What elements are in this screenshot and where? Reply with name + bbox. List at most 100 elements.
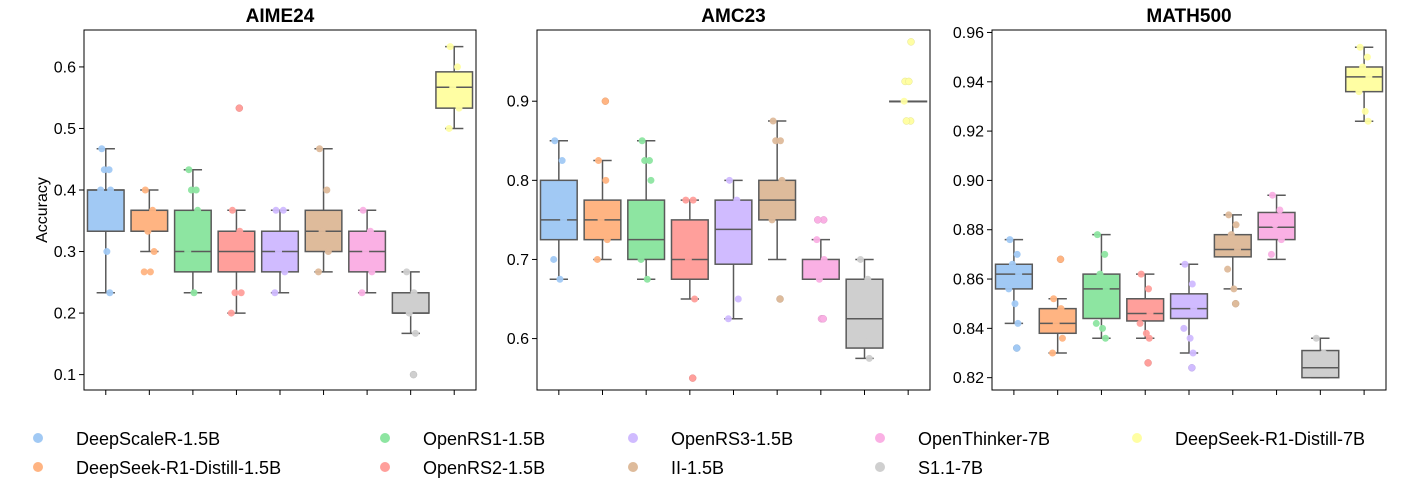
data-point	[1224, 265, 1232, 273]
data-point	[1057, 305, 1065, 313]
legend-item: OpenRS3-1.5B	[628, 429, 793, 449]
data-point	[1189, 349, 1197, 357]
data-point	[358, 289, 366, 297]
box-deepseek-r1-distill-1-5b	[130, 186, 169, 276]
outlier-point	[819, 315, 828, 323]
box-deepscaler-1-5b	[539, 137, 578, 283]
box-s1-1-7b	[845, 255, 884, 362]
data-point	[1361, 107, 1369, 115]
data-point	[98, 145, 106, 153]
data-point	[1099, 324, 1107, 332]
data-point	[641, 157, 649, 165]
box-deepseek-r1-distill-1-5b	[583, 97, 622, 263]
data-point	[1232, 221, 1240, 229]
legend-marker	[33, 433, 43, 443]
box-body	[1082, 273, 1121, 320]
legend-label: DeepSeek-R1-Distill-1.5B	[76, 458, 281, 478]
box-deepscaler-1-5b	[86, 145, 125, 297]
data-point	[724, 315, 732, 323]
data-point	[865, 354, 873, 362]
outlier-point	[814, 216, 822, 224]
data-point	[864, 275, 872, 283]
data-point	[279, 206, 287, 214]
data-point	[813, 236, 821, 244]
data-point	[1180, 324, 1188, 332]
data-point	[1052, 319, 1060, 327]
plot-frame	[536, 29, 931, 391]
y-axis-label: Accuracy	[34, 177, 51, 243]
data-point	[150, 248, 158, 256]
box-openrs3-1-5b	[260, 206, 300, 297]
data-point	[550, 255, 558, 263]
data-point	[236, 227, 244, 235]
plot-frame	[991, 29, 1387, 391]
box-openrs1-1-5b	[1082, 231, 1121, 342]
y-tick-label: 0.6	[507, 331, 529, 348]
legend-label: OpenRS3-1.5B	[671, 429, 793, 449]
data-point	[1011, 300, 1019, 308]
data-point	[558, 157, 566, 165]
data-point	[1181, 260, 1189, 268]
data-point	[107, 186, 115, 194]
data-point	[682, 196, 690, 204]
data-point	[1188, 280, 1196, 288]
data-point	[449, 83, 457, 91]
data-point	[859, 335, 867, 343]
legend-label: OpenRS2-1.5B	[423, 458, 545, 478]
data-point	[602, 176, 610, 184]
outlier-point	[1056, 255, 1065, 264]
data-point	[1359, 63, 1367, 71]
data-point	[1136, 319, 1144, 327]
data-point	[411, 329, 419, 337]
data-point	[1277, 236, 1285, 244]
y-tick-label: 0.2	[54, 306, 76, 323]
legend-marker	[628, 462, 638, 472]
data-point	[603, 236, 611, 244]
data-point	[194, 206, 202, 214]
data-point	[1096, 270, 1104, 278]
data-point	[275, 248, 283, 256]
y-tick-label: 0.1	[54, 367, 76, 384]
y-tick-label: 0.86	[953, 272, 984, 289]
legend-item: II-1.5B	[628, 458, 724, 478]
data-point	[1140, 300, 1148, 308]
y-tick-label: 0.92	[953, 124, 984, 141]
legend-marker	[875, 462, 885, 472]
box-body	[1126, 298, 1165, 322]
data-point	[368, 268, 376, 276]
data-point	[403, 268, 411, 276]
outlier-point	[1144, 359, 1152, 367]
data-point	[815, 275, 823, 283]
data-point	[684, 255, 692, 263]
y-tick-label: 0.5	[54, 121, 76, 138]
data-point	[410, 289, 418, 297]
data-point	[1092, 319, 1100, 327]
legend-label: S1.1-7B	[918, 458, 983, 478]
box-openrs1-1-5b	[173, 166, 212, 297]
y-tick-label: 0.96	[953, 25, 984, 42]
data-point	[1184, 295, 1192, 303]
box-deepseek-r1-distill-7b	[435, 43, 474, 132]
box-body	[86, 189, 125, 232]
data-point	[638, 137, 646, 145]
data-point	[1321, 369, 1329, 377]
data-point	[228, 206, 236, 214]
legend-label: DeepScaleR-1.5B	[76, 429, 220, 449]
box-s1-1-7b	[391, 268, 430, 379]
legend-marker	[33, 462, 43, 472]
data-point	[149, 206, 157, 214]
data-point	[271, 289, 279, 297]
data-point	[1356, 43, 1364, 51]
data-point	[405, 309, 413, 317]
data-point	[184, 248, 192, 256]
data-point	[1269, 191, 1277, 199]
data-point	[272, 206, 280, 214]
legend-label: II-1.5B	[671, 458, 724, 478]
data-point	[106, 289, 114, 297]
data-point	[597, 216, 605, 224]
outlier-point	[1013, 344, 1021, 352]
data-point	[647, 176, 655, 184]
data-point	[1049, 349, 1057, 357]
data-point	[446, 43, 454, 51]
panel-title: MATH500	[1146, 6, 1231, 27]
